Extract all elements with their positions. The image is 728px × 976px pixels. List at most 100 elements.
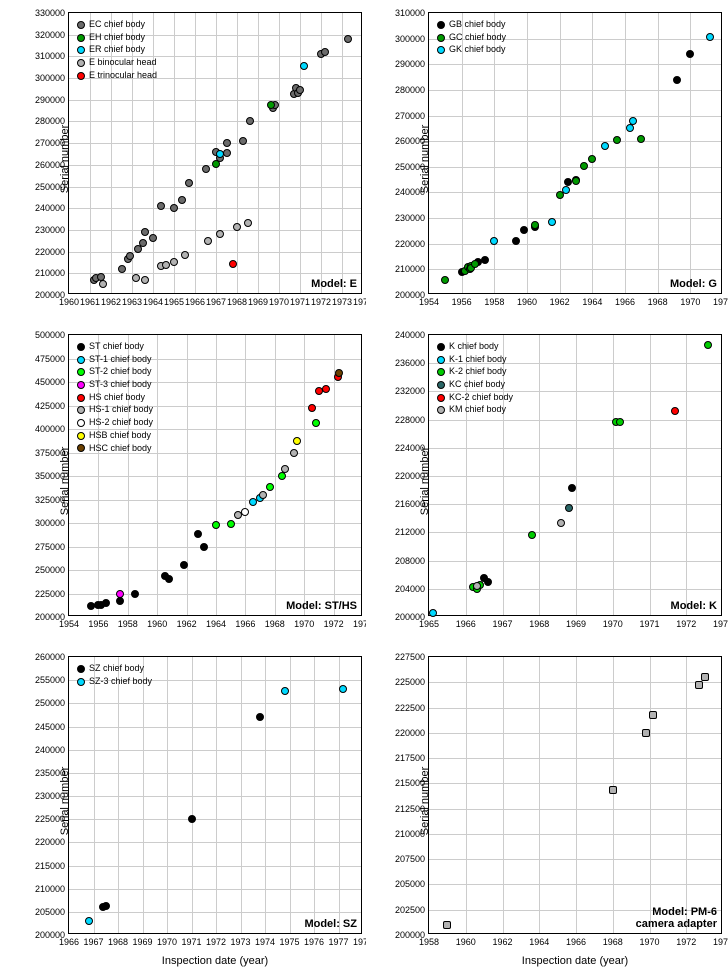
data-point xyxy=(180,561,188,569)
x-tick-label: 1960 xyxy=(147,619,167,629)
data-point xyxy=(185,179,193,187)
data-point xyxy=(212,521,220,529)
y-tick-label: 260000 xyxy=(35,652,65,662)
gridline-v xyxy=(576,335,577,615)
legend-label: K-1 chief body xyxy=(449,354,507,366)
data-point xyxy=(293,437,301,445)
gridline-h xyxy=(69,230,361,231)
legend-item: HSB chief body xyxy=(77,430,153,442)
legend: K chief bodyK-1 chief bodyK-2 chief body… xyxy=(435,339,515,419)
y-tick-label: 205000 xyxy=(35,907,65,917)
data-point xyxy=(471,260,479,268)
gridline-h xyxy=(69,750,361,751)
legend-label: KC chief body xyxy=(449,379,505,391)
x-tick-label: 1958 xyxy=(484,297,504,307)
x-tick-label: 1966 xyxy=(566,937,586,947)
legend-label: GC chief body xyxy=(449,32,506,44)
y-tick-label: 300000 xyxy=(35,518,65,528)
legend-item: ST-2 chief body xyxy=(77,366,153,378)
y-tick-label: 205000 xyxy=(395,879,425,889)
y-tick-label: 290000 xyxy=(395,59,425,69)
legend-item: HSC chief body xyxy=(77,443,153,455)
gridline-h xyxy=(69,252,361,253)
data-point xyxy=(102,599,110,607)
gridline-h xyxy=(69,594,361,595)
legend-item: SZ-3 chief body xyxy=(77,676,152,688)
legend-marker-icon xyxy=(437,46,445,54)
gridline-h xyxy=(69,100,361,101)
y-tick-label: 210000 xyxy=(395,264,425,274)
y-axis-label: Serial number xyxy=(59,125,71,193)
data-point xyxy=(642,729,650,737)
data-point xyxy=(481,256,489,264)
data-point xyxy=(181,251,189,259)
x-tick-label: 1973 xyxy=(332,297,352,307)
data-point xyxy=(233,223,241,231)
gridline-h xyxy=(69,842,361,843)
gridline-v xyxy=(157,335,158,615)
legend-label: HSB chief body xyxy=(89,430,151,442)
legend-item: HS-2 chief body xyxy=(77,417,153,429)
x-tick-label: 1973 xyxy=(713,619,728,629)
gridline-v xyxy=(258,13,259,293)
x-tick-label: 1958 xyxy=(419,937,439,947)
legend-marker-icon xyxy=(77,678,85,686)
y-tick-label: 225000 xyxy=(35,589,65,599)
gridline-v xyxy=(466,657,467,933)
gridline-h xyxy=(69,187,361,188)
y-tick-label: 255000 xyxy=(35,675,65,685)
x-tick-label: 1972 xyxy=(713,297,728,307)
x-tick-label: 1962 xyxy=(492,937,512,947)
gridline-v xyxy=(187,335,188,615)
gridline-h xyxy=(429,783,721,784)
data-point xyxy=(131,590,139,598)
x-tick-label: 1970 xyxy=(639,937,659,947)
data-point xyxy=(102,902,110,910)
data-point xyxy=(188,815,196,823)
gridline-h xyxy=(69,273,361,274)
y-tick-label: 208000 xyxy=(395,556,425,566)
data-point xyxy=(267,101,275,109)
legend: ST chief bodyST-1 chief bodyST-2 chief b… xyxy=(75,339,155,457)
y-tick-label: 280000 xyxy=(395,85,425,95)
data-point xyxy=(157,202,165,210)
legend-marker-icon xyxy=(77,406,85,414)
gridline-h xyxy=(429,192,721,193)
data-point xyxy=(139,239,147,247)
y-tick-label: 275000 xyxy=(35,542,65,552)
data-point xyxy=(443,921,451,929)
data-point xyxy=(200,543,208,551)
y-tick-label: 227500 xyxy=(395,652,425,662)
x-tick-label: 1968 xyxy=(227,297,247,307)
gridline-v xyxy=(576,657,577,933)
chart-grid: 2000002100002200002300002400002500002600… xyxy=(0,0,728,976)
legend-marker-icon xyxy=(77,394,85,402)
legend-marker-icon xyxy=(77,381,85,389)
x-tick-label: 1971 xyxy=(639,619,659,629)
x-tick-label: 1972 xyxy=(676,619,696,629)
legend-item: ER chief body xyxy=(77,44,157,56)
x-tick-label: 1964 xyxy=(206,619,226,629)
gridline-h xyxy=(429,90,721,91)
gridline-h xyxy=(69,703,361,704)
data-point xyxy=(704,341,712,349)
x-tick-label: 1977 xyxy=(328,937,348,947)
x-tick-label: 1972 xyxy=(324,619,344,629)
y-tick-label: 400000 xyxy=(35,424,65,434)
y-tick-label: 300000 xyxy=(35,73,65,83)
data-point xyxy=(132,274,140,282)
data-point xyxy=(239,137,247,145)
gridline-v xyxy=(279,13,280,293)
gridline-h xyxy=(429,218,721,219)
x-tick-label: 1969 xyxy=(248,297,268,307)
legend-label: K chief body xyxy=(449,341,499,353)
data-point xyxy=(490,237,498,245)
gridline-v xyxy=(539,657,540,933)
x-tick-label: 1971 xyxy=(181,937,201,947)
legend-marker-icon xyxy=(437,34,445,42)
data-point xyxy=(300,62,308,70)
y-tick-label: 220000 xyxy=(35,837,65,847)
model-label: Model: ST/HS xyxy=(286,600,357,612)
y-tick-label: 210000 xyxy=(35,268,65,278)
legend-label: ST-2 chief body xyxy=(89,366,152,378)
